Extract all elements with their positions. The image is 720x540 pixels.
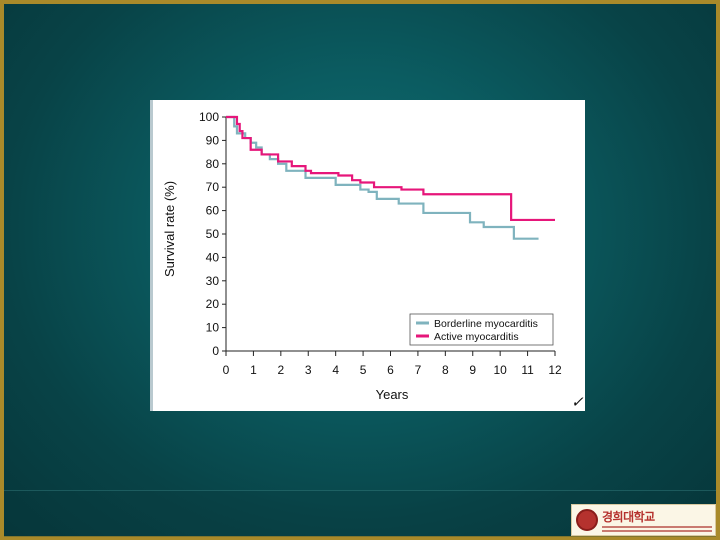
y-tick-label: 0 — [212, 344, 219, 358]
y-axis-label: Survival rate (%) — [162, 181, 177, 277]
university-logo: 경희대학교 — [571, 504, 716, 536]
y-tick-label: 90 — [206, 133, 220, 147]
x-tick-label: 1 — [250, 363, 257, 377]
x-tick-label: 8 — [442, 363, 449, 377]
y-tick-label: 10 — [206, 321, 220, 335]
corner-mark-icon: ✓ — [571, 394, 584, 411]
series-line — [226, 115, 539, 240]
x-tick-label: 9 — [469, 363, 476, 377]
y-tick-label: 100 — [199, 110, 219, 124]
x-axis-label: Years — [376, 387, 409, 402]
legend-box — [409, 313, 554, 346]
legend-label: Borderline myocarditis — [434, 318, 538, 330]
x-tick-label: 10 — [493, 363, 507, 377]
logo-fine-print — [602, 526, 712, 528]
y-tick-label: 60 — [206, 204, 220, 218]
y-tick-label: 70 — [206, 180, 220, 194]
y-tick-label: 40 — [206, 250, 220, 264]
y-tick-label: 30 — [206, 274, 220, 288]
y-tick-label: 50 — [206, 227, 220, 241]
y-tick-label: 80 — [206, 157, 220, 171]
series-layer — [226, 115, 555, 240]
x-tick-label: 7 — [415, 363, 422, 377]
x-tick-label: 5 — [360, 363, 367, 377]
x-tick-label: 0 — [223, 363, 230, 377]
x-tick-label: 4 — [332, 363, 339, 377]
figure-panel — [150, 100, 585, 411]
x-tick-label: 3 — [305, 363, 312, 377]
x-tick-label: 6 — [387, 363, 394, 377]
x-tick-label: 12 — [548, 363, 562, 377]
logo-name: 경희대학교 — [602, 510, 655, 524]
logo-fine-print — [602, 530, 712, 532]
seal-icon — [576, 509, 598, 531]
x-tick-label: 11 — [521, 363, 534, 377]
y-tick-label: 20 — [206, 297, 220, 311]
series-line — [226, 115, 555, 222]
figure-left-rule — [150, 100, 153, 411]
legend-label: Active myocarditis — [434, 331, 519, 343]
x-tick-label: 2 — [277, 363, 284, 377]
